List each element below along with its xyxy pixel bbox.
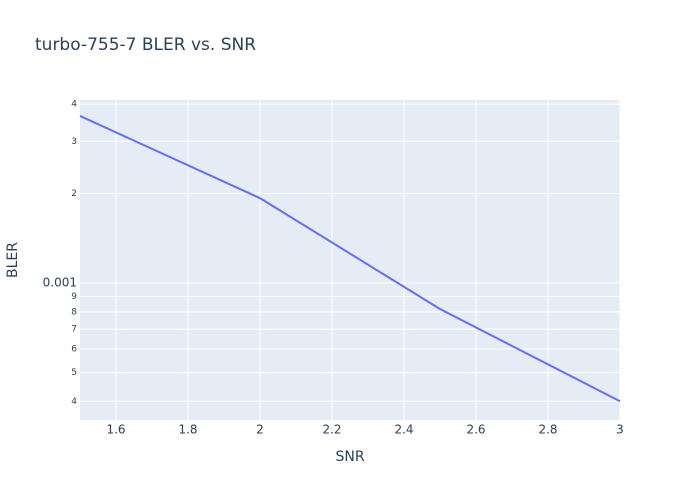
y-tick-label: 5 (71, 368, 77, 378)
y-tick-label: 2 (71, 189, 77, 199)
y-tick-label: 4 (71, 100, 77, 110)
y-tick-label: 6 (71, 344, 77, 354)
y-tick-label: 7 (71, 325, 77, 335)
x-tick-label: 2 (256, 423, 264, 437)
x-tick-label: 2.8 (538, 423, 557, 437)
x-tick-label: 2.2 (322, 423, 341, 437)
y-axis-label: BLER (5, 242, 21, 278)
chart-title: turbo-755-7 BLER vs. SNR (35, 35, 256, 55)
x-tick-label: 1.6 (106, 423, 125, 437)
y-tick-label: 9 (71, 292, 77, 302)
x-tick-label: 3 (616, 423, 624, 437)
plot-area (80, 100, 620, 420)
y-tick-label: 0.001 (43, 276, 77, 290)
x-axis-label: SNR (335, 449, 364, 465)
x-tick-label: 2.6 (466, 423, 485, 437)
x-tick-label: 2.4 (394, 423, 413, 437)
y-tick-label: 8 (71, 307, 77, 317)
data-line (79, 115, 621, 403)
x-tick-label: 1.8 (178, 423, 197, 437)
y-tick-label: 3 (71, 137, 77, 147)
y-tick-label: 4 (71, 397, 77, 407)
